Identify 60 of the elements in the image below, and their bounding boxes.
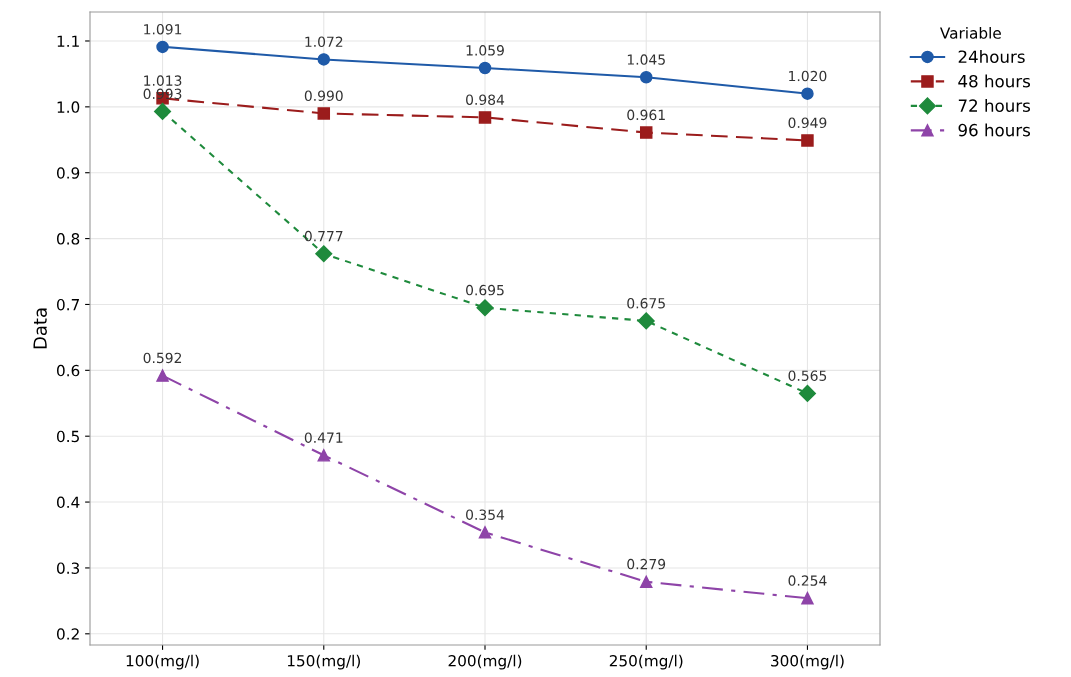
point [317, 53, 331, 66]
x-tick-label: 200(mg/l) [448, 654, 522, 670]
x-tick-label: 150(mg/l) [287, 654, 360, 670]
data-label: 1.013 [144, 75, 182, 86]
point [478, 526, 492, 539]
legend-label: 48 hours [958, 74, 1031, 88]
point [639, 70, 653, 84]
data-label: 1.020 [789, 70, 827, 82]
data-label: 1.045 [627, 54, 665, 65]
x-tick-label: 250(mg/l) [609, 654, 683, 670]
data-label: 1.059 [466, 45, 504, 56]
data-label: 0.354 [466, 509, 505, 520]
x-tick-label: 300(mg/l) [771, 654, 844, 670]
point [637, 312, 655, 330]
legend-label: 96 hours [958, 123, 1031, 137]
point [156, 40, 169, 54]
point [315, 245, 333, 263]
data-label: 1.072 [305, 36, 343, 48]
point [801, 87, 814, 100]
data-label: 0.565 [788, 370, 827, 381]
point [801, 134, 814, 147]
point [317, 449, 331, 462]
y-tick-label: 0.9 [56, 167, 80, 179]
data-label: 0.993 [143, 88, 182, 100]
y-axis-title: Data [33, 308, 47, 349]
data-label: 0.984 [466, 94, 505, 105]
y-tick-label: 0.4 [56, 496, 80, 509]
point [476, 299, 494, 317]
y-tick-label: 1.1 [57, 35, 79, 47]
legend-title: Variable [940, 27, 1001, 39]
data-label: 0.254 [788, 575, 827, 586]
point [478, 111, 492, 124]
y-tick-label: 0.3 [56, 562, 80, 574]
point [639, 575, 653, 589]
data-label: 0.777 [304, 230, 343, 242]
data-label: 1.091 [144, 23, 182, 35]
legend-label: 24hours [958, 50, 1025, 64]
point [153, 102, 172, 121]
data-label: 0.592 [143, 352, 182, 364]
y-tick-label: 0.7 [56, 298, 79, 311]
point [317, 107, 331, 120]
point [478, 61, 492, 75]
y-tick-label: 0.6 [56, 364, 80, 377]
data-label: 0.279 [627, 558, 666, 570]
legend-label: 72 hours [958, 99, 1031, 112]
point [639, 126, 653, 139]
x-tick-label: 100(mg/l) [126, 654, 199, 670]
data-label: 0.695 [466, 284, 504, 296]
y-tick-label: 0.5 [56, 430, 79, 443]
data-label: 0.675 [627, 298, 665, 309]
data-label: 0.990 [304, 90, 343, 102]
data-label: 0.961 [627, 109, 665, 121]
y-tick-label: 0.2 [56, 628, 79, 640]
point [156, 369, 169, 382]
point [801, 591, 814, 605]
y-tick-label: 0.8 [56, 233, 80, 245]
y-tick-label: 1.0 [57, 101, 80, 113]
data-label: 0.471 [304, 432, 343, 443]
data-label: 0.949 [788, 117, 827, 129]
point [798, 384, 817, 402]
